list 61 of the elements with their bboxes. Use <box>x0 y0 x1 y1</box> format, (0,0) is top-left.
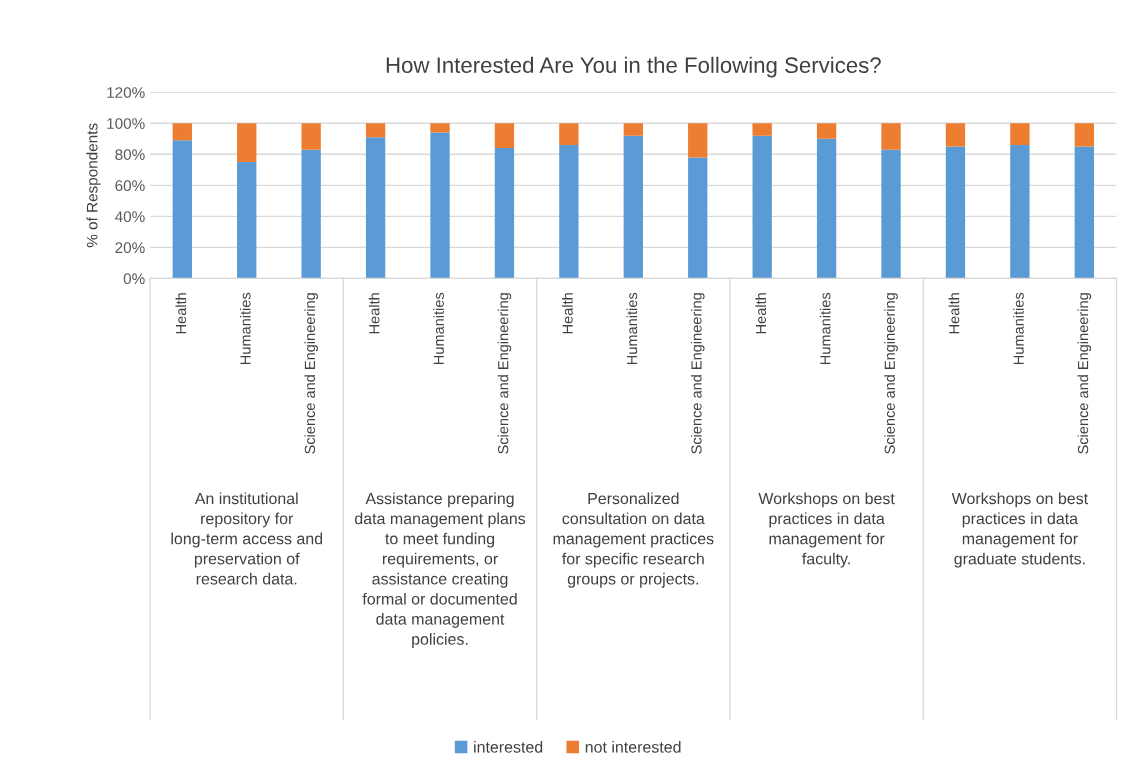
bar <box>494 123 515 149</box>
text: Workshops on best practices in data management for graduate students. <box>951 492 1088 568</box>
bar <box>430 123 450 133</box>
bar <box>816 123 837 139</box>
x-tick-label: Humanities <box>433 292 444 365</box>
bar <box>1010 123 1030 146</box>
chart-title: How Interested Are You in the Following Services? <box>386 56 881 78</box>
y-axis-title: % of Respondents <box>86 123 101 248</box>
bar <box>816 138 837 279</box>
bar <box>881 149 901 279</box>
bar <box>365 137 386 279</box>
bar <box>559 123 579 146</box>
legend-label: interested <box>474 741 543 753</box>
x-tick-label: Science and Engineering <box>690 293 705 454</box>
x-tick-label: Science and Engineering <box>497 293 512 454</box>
y-tick-label: 0% <box>123 273 145 285</box>
bar <box>752 123 772 136</box>
bar <box>430 132 450 279</box>
x-tick-label: Science and Engineering <box>304 293 318 454</box>
bar <box>945 123 966 147</box>
bar <box>559 145 579 279</box>
bar <box>623 135 643 279</box>
y-tick-label: 100% <box>107 118 145 129</box>
bar <box>301 149 321 279</box>
bar <box>1074 123 1094 147</box>
y-tick-label: 80% <box>115 149 145 160</box>
bar <box>688 123 708 158</box>
x-tick-label: Humanities <box>626 292 638 365</box>
y-tick-label: 120% <box>107 87 145 98</box>
bar <box>172 140 192 279</box>
bar <box>172 123 192 141</box>
bar <box>945 146 966 279</box>
bar <box>881 123 901 150</box>
bar <box>1010 145 1030 279</box>
x-tick-label: Science and Engineering <box>884 293 898 454</box>
legend-label: not interested <box>585 741 681 753</box>
y-tick-label: 40% <box>115 211 145 223</box>
bar <box>752 135 772 279</box>
bar <box>301 123 321 150</box>
bar <box>365 123 386 138</box>
bar <box>237 123 257 163</box>
x-tick-label: Humanities <box>239 292 251 365</box>
bar <box>688 157 708 279</box>
x-tick-label: Health <box>368 293 380 334</box>
x-tick-label: Science and Engineering <box>1077 293 1092 454</box>
x-tick-label: Health <box>175 293 187 334</box>
text: Workshops on best practices in data management for faculty. <box>758 492 895 568</box>
y-tick-label: 60% <box>115 180 145 192</box>
bar <box>623 123 643 136</box>
bar <box>494 148 515 279</box>
x-tick-label: Health <box>755 293 767 334</box>
bar <box>237 162 257 279</box>
bar <box>1074 146 1094 279</box>
text: Personalized consultation on data management practices for specific research groups or projects. <box>553 492 714 588</box>
x-tick-label: Humanities <box>819 292 831 365</box>
x-tick-label: Health <box>948 293 960 334</box>
x-tick-label: Health <box>562 293 573 334</box>
text: An institutional repository for long-term access and preservation of research data. <box>171 492 323 585</box>
text: Assistance preparing data management plans to meet funding requirements, or assistance creating formal or documented data management policies. <box>355 492 526 648</box>
y-tick-label: 20% <box>115 242 145 254</box>
x-tick-label: Humanities <box>1013 292 1024 365</box>
